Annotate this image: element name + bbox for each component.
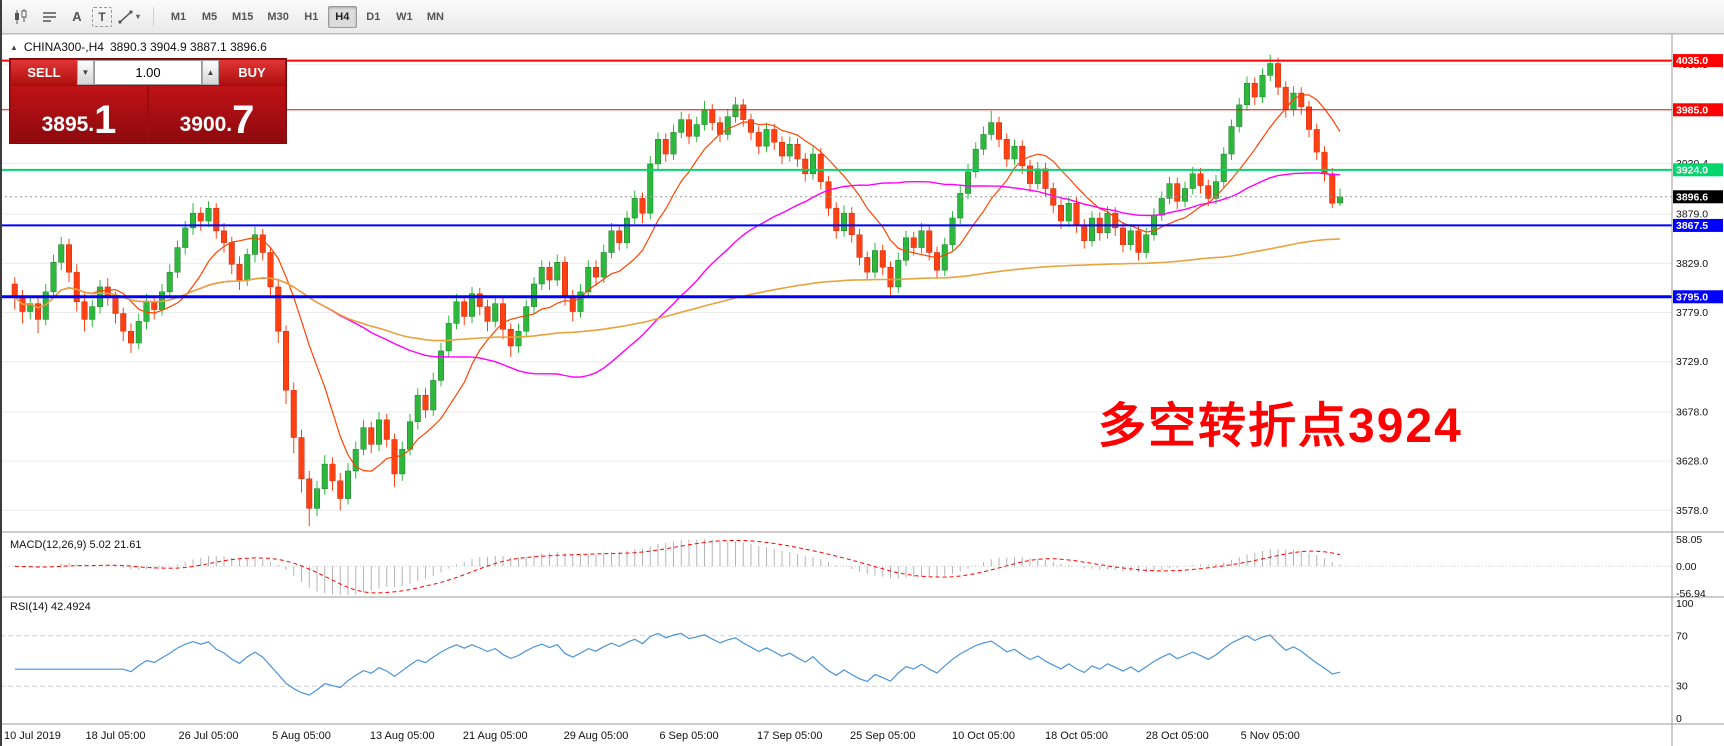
ohlc-values: 3890.3 3904.9 3887.1 3896.6 bbox=[109, 40, 267, 54]
svg-text:26 Jul 05:00: 26 Jul 05:00 bbox=[179, 730, 239, 742]
symbol-title: CHINA300-,H4 bbox=[23, 40, 104, 54]
svg-text:6 Sep 05:00: 6 Sep 05:00 bbox=[659, 730, 718, 742]
timeframe-bar: M1 M5 M15 M30 H1 H4 D1 W1 MN bbox=[163, 5, 451, 28]
buy-price-pip: 7 bbox=[232, 98, 255, 142]
toolbar: A T ▾ M1 M5 M15 M30 H1 H4 D1 W1 MN bbox=[0, 0, 1724, 34]
toolbar-separator bbox=[153, 6, 155, 27]
ma-slow-line bbox=[14, 238, 1341, 342]
buy-price-main: 3900. bbox=[179, 113, 233, 136]
collapse-arrow-icon[interactable]: ▲ bbox=[10, 42, 18, 52]
svg-text:10 Oct 05:00: 10 Oct 05:00 bbox=[952, 730, 1015, 742]
macd-values: 5.02 21.61 bbox=[89, 539, 142, 551]
svg-text:5 Aug 05:00: 5 Aug 05:00 bbox=[272, 730, 331, 742]
svg-text:3729.0: 3729.0 bbox=[1676, 356, 1708, 368]
timeframe-mn[interactable]: MN bbox=[426, 10, 444, 23]
timeframe-h4[interactable]: H4 bbox=[327, 5, 357, 28]
one-click-trading-panel: SELL ▼ 1.00 ▲ BUY 3895. 1 3900. 7 bbox=[9, 58, 287, 144]
chart-annotation: 多空转折点3924 bbox=[1098, 400, 1463, 453]
svg-text:3628.0: 3628.0 bbox=[1676, 456, 1708, 468]
rsi-name: RSI(14) bbox=[10, 601, 48, 613]
macd-name: MACD(12,26,9) bbox=[10, 539, 87, 551]
timeframe-d1[interactable]: D1 bbox=[366, 10, 381, 23]
svg-text:-56.94: -56.94 bbox=[1676, 588, 1706, 600]
svg-text:3896.6: 3896.6 bbox=[1676, 191, 1708, 203]
timeframe-m30[interactable]: M30 bbox=[267, 10, 289, 23]
ma-mid-line bbox=[14, 172, 1341, 378]
sell-price-pip: 1 bbox=[94, 98, 117, 142]
chevron-down-icon: ▾ bbox=[136, 12, 141, 21]
timeframe-m5[interactable]: M5 bbox=[201, 10, 218, 23]
timeframe-h1[interactable]: H1 bbox=[304, 10, 319, 23]
timeframe-w1[interactable]: W1 bbox=[396, 10, 413, 23]
sell-button[interactable]: SELL bbox=[11, 60, 77, 85]
timeframe-m1[interactable]: M1 bbox=[170, 10, 187, 23]
rsi-line bbox=[14, 632, 1341, 696]
candlestick-series bbox=[11, 54, 1343, 527]
svg-text:17 Sep 05:00: 17 Sep 05:00 bbox=[757, 730, 822, 742]
svg-text:10 Jul 2019: 10 Jul 2019 bbox=[4, 730, 61, 742]
svg-text:0: 0 bbox=[1676, 713, 1682, 725]
sell-price-box[interactable]: 3895. 1 bbox=[11, 86, 147, 142]
svg-text:0.00: 0.00 bbox=[1676, 561, 1697, 573]
indicators-icon[interactable] bbox=[36, 5, 62, 29]
timeframe-m15[interactable]: M15 bbox=[232, 10, 254, 23]
textbox-tool-icon[interactable]: T bbox=[92, 6, 112, 27]
macd-panel bbox=[0, 539, 1672, 595]
macd-label: MACD(12,26,9) 5.02 21.61 bbox=[10, 539, 141, 551]
svg-text:3924.0: 3924.0 bbox=[1676, 164, 1708, 176]
svg-text:3879.0: 3879.0 bbox=[1676, 209, 1708, 221]
sell-price-main: 3895. bbox=[41, 113, 95, 136]
svg-text:4035.0: 4035.0 bbox=[1676, 55, 1708, 67]
svg-text:3985.0: 3985.0 bbox=[1676, 104, 1708, 116]
time-axis[interactable]: 10 Jul 2019 18 Jul 05:00 26 Jul 05:00 5 Aug… bbox=[4, 730, 1300, 742]
chart-title: ▲ CHINA300-,H4 3890.3 3904.9 3887.1 3896… bbox=[10, 40, 267, 54]
window-left-edge bbox=[0, 0, 2, 746]
svg-text:28 Oct 05:00: 28 Oct 05:00 bbox=[1146, 730, 1209, 742]
svg-text:3829.0: 3829.0 bbox=[1676, 258, 1708, 270]
rsi-label: RSI(14) 42.4924 bbox=[10, 601, 91, 613]
svg-text:3578.0: 3578.0 bbox=[1676, 505, 1708, 517]
svg-text:18 Oct 05:00: 18 Oct 05:00 bbox=[1045, 730, 1108, 742]
svg-text:25 Sep 05:00: 25 Sep 05:00 bbox=[850, 730, 915, 742]
svg-text:29 Aug 05:00: 29 Aug 05:00 bbox=[564, 730, 629, 742]
svg-text:18 Jul 05:00: 18 Jul 05:00 bbox=[86, 730, 146, 742]
volume-decrease-button[interactable]: ▼ bbox=[77, 60, 94, 85]
price-axis[interactable]: 4030.83930.43879.03829.03779.03729.03678… bbox=[1673, 54, 1723, 725]
buy-button[interactable]: BUY bbox=[219, 60, 285, 85]
svg-text:3779.0: 3779.0 bbox=[1676, 307, 1708, 319]
svg-text:100: 100 bbox=[1676, 598, 1694, 610]
svg-text:5 Nov 05:00: 5 Nov 05:00 bbox=[1241, 730, 1300, 742]
svg-text:13 Aug 05:00: 13 Aug 05:00 bbox=[370, 730, 435, 742]
rsi-panel bbox=[0, 632, 1672, 696]
volume-increase-button[interactable]: ▲ bbox=[202, 60, 219, 85]
svg-text:3678.0: 3678.0 bbox=[1676, 406, 1708, 418]
drawing-tool-icon[interactable]: ▾ bbox=[114, 5, 144, 29]
volume-input[interactable]: 1.00 bbox=[94, 60, 202, 85]
svg-text:58.05: 58.05 bbox=[1676, 534, 1702, 546]
svg-text:3867.5: 3867.5 bbox=[1676, 220, 1708, 232]
svg-text:3795.0: 3795.0 bbox=[1676, 291, 1708, 303]
text-tool-icon[interactable]: A bbox=[72, 9, 82, 24]
buy-price-box[interactable]: 3900. 7 bbox=[149, 86, 285, 142]
macd-signal-line bbox=[14, 539, 1341, 594]
candlestick-chart-icon[interactable] bbox=[8, 5, 34, 29]
ma-fast-line bbox=[14, 94, 1341, 472]
svg-text:21 Aug 05:00: 21 Aug 05:00 bbox=[463, 730, 528, 742]
rsi-value: 42.4924 bbox=[50, 601, 91, 613]
svg-text:70: 70 bbox=[1676, 630, 1688, 642]
svg-text:30: 30 bbox=[1676, 681, 1688, 693]
